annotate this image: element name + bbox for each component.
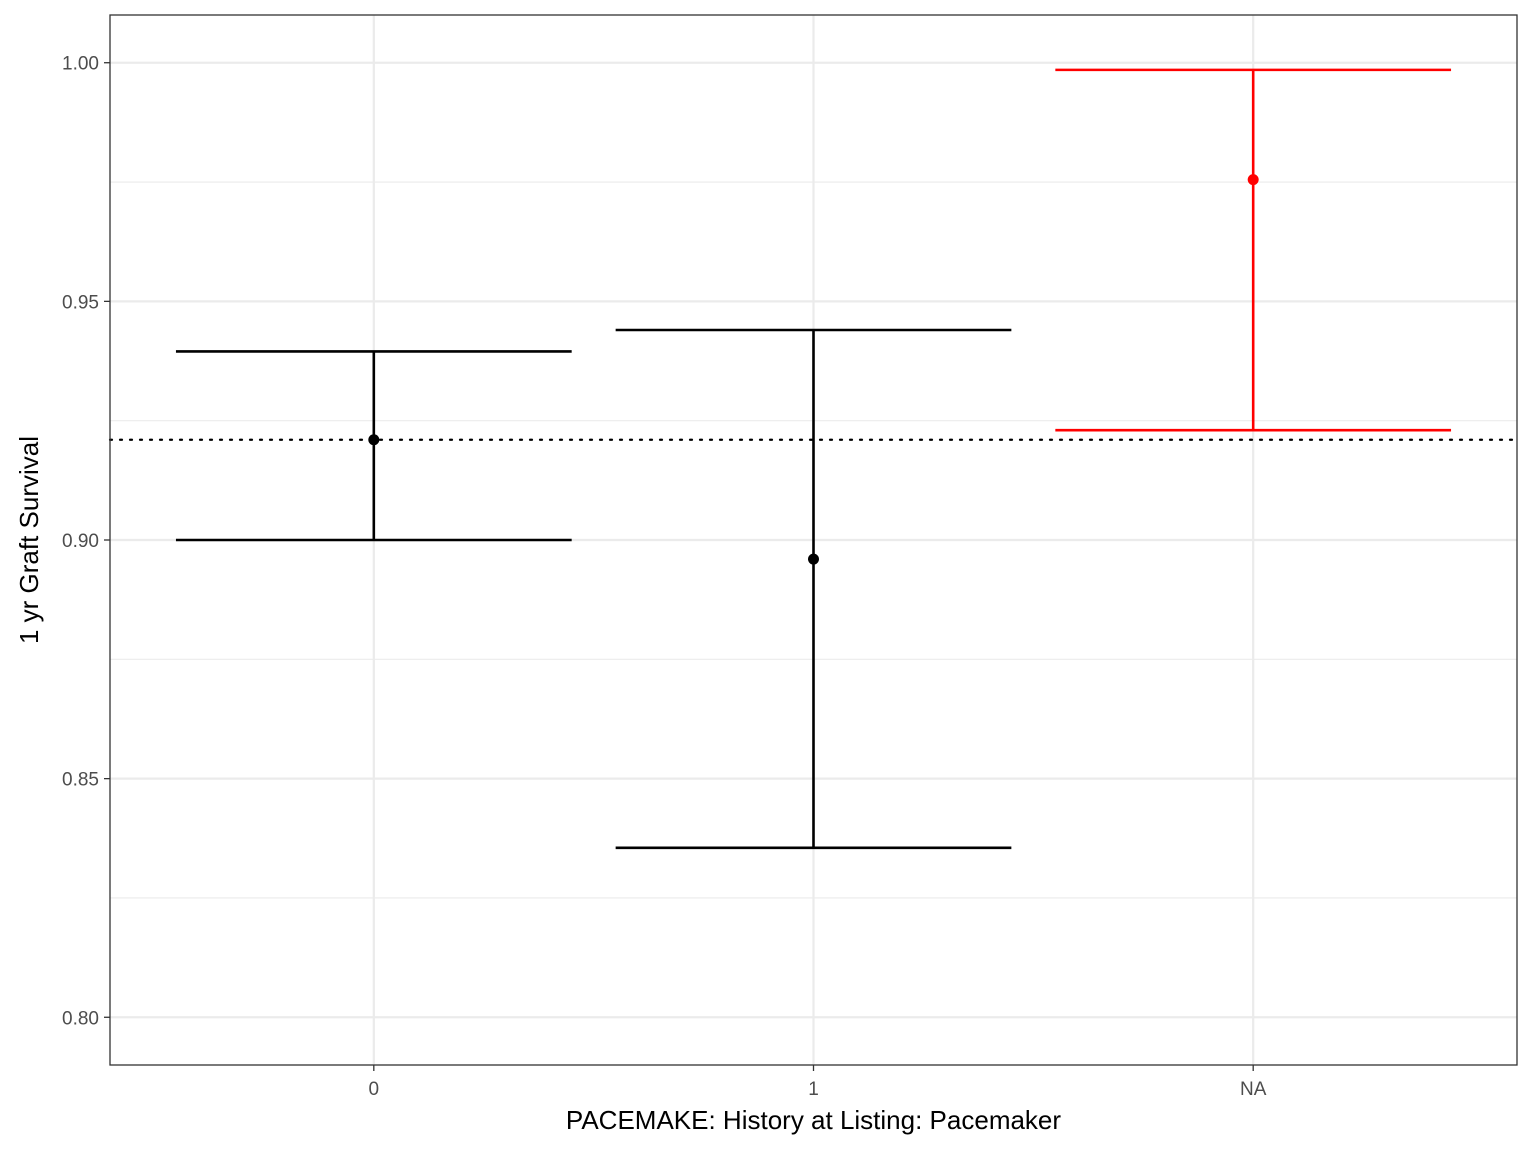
y-tick-label: 0.90 (62, 531, 99, 552)
errorbar-group-1 (615, 328, 1012, 850)
x-tick-label: 0 (369, 1079, 380, 1100)
x-tick-label: 1 (808, 1079, 819, 1100)
y-axis-title: 1 yr Graft Survival (14, 436, 44, 644)
x-axis-title: PACEMAKE: History at Listing: Pacemaker (566, 1105, 1061, 1135)
y-tick-label: 0.85 (62, 770, 99, 791)
x-tick-label: NA (1240, 1079, 1267, 1100)
estimate-point (1247, 174, 1259, 186)
y-tick-label: 0.95 (62, 292, 99, 313)
mark-layer (175, 68, 1452, 850)
axis-layer: 0.80 0.85 0.90 0.95 1.00 0 1 NA (62, 54, 1267, 1100)
estimate-point (808, 553, 819, 565)
y-tick-label: 0.80 (62, 1008, 99, 1029)
y-tick-label: 1.00 (62, 54, 99, 75)
errorbar-group-NA (1055, 68, 1452, 432)
estimate-point (368, 434, 380, 446)
errorbar-group-0 (175, 350, 572, 542)
